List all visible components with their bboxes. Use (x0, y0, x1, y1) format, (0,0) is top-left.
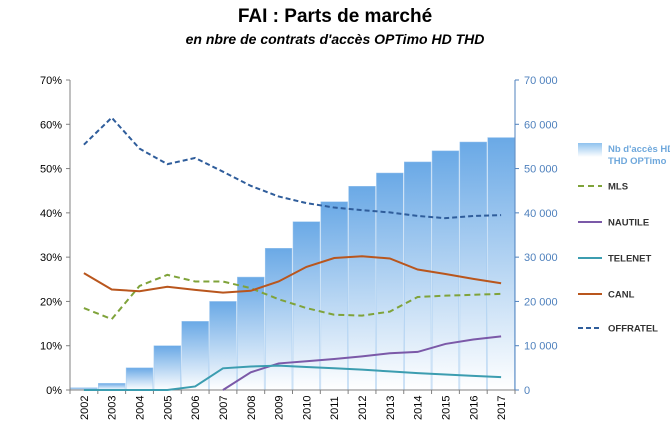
legend-label-nautile: NAUTILE (608, 218, 649, 229)
bar-2014 (404, 161, 432, 391)
x-tick-label: 2017 (496, 396, 508, 420)
x-tick-label: 2008 (246, 396, 258, 420)
right-tick-label: 60 000 (524, 119, 558, 131)
right-tick-label: 20 000 (524, 296, 558, 308)
legend-label-telenet: TELENET (608, 254, 651, 265)
bar-2013 (376, 172, 404, 391)
left-tick-label: 20% (40, 296, 62, 308)
legend-label-bars: Nb d'accès HD (608, 144, 670, 155)
right-tick-label: 70 000 (524, 75, 558, 87)
x-tick-label: 2007 (218, 396, 230, 420)
series-line-mls (83, 273, 502, 321)
x-tick-label: 2011 (329, 396, 341, 420)
bar-2016 (459, 141, 487, 391)
bar-2005 (153, 345, 181, 391)
legend-label-offratel: OFFRATEL (608, 324, 658, 335)
x-tick-label: 2014 (413, 396, 425, 420)
legend-label-bars: THD OPTimo (608, 156, 667, 167)
right-tick-label: 30 000 (524, 252, 558, 264)
bar-2008 (237, 276, 265, 391)
x-tick-label: 2012 (357, 396, 369, 420)
bar-2006 (181, 321, 209, 391)
left-tick-label: 60% (40, 119, 62, 131)
series-line-offratel (83, 116, 502, 220)
x-tick-label: 2016 (468, 396, 480, 420)
legend-label-canl: CANL (608, 290, 635, 301)
lines-layer (83, 116, 502, 391)
legend-label-mls: MLS (608, 182, 628, 193)
left-tick-label: 30% (40, 252, 62, 264)
chart-title: FAI : Parts de marché (237, 6, 433, 27)
left-tick-label: 10% (40, 341, 62, 353)
bar-2010 (292, 221, 321, 391)
bar-2015 (431, 150, 460, 391)
x-tick-label: 2013 (385, 396, 397, 420)
series-line-telenet (83, 364, 502, 391)
bars-layer (70, 137, 515, 391)
x-tick-label: 2015 (440, 396, 452, 420)
bar-2004 (125, 367, 154, 391)
x-tick-label: 2010 (301, 396, 313, 420)
bar-2011 (320, 201, 348, 391)
x-tick-label: 2005 (162, 396, 174, 420)
right-tick-label: 10 000 (524, 341, 558, 353)
right-tick-label: 40 000 (524, 208, 558, 220)
left-tick-label: 40% (40, 208, 62, 220)
bar-2017 (487, 137, 515, 391)
left-tick-label: 0% (46, 385, 62, 397)
left-tick-label: 70% (40, 75, 62, 87)
bar-2009 (264, 248, 293, 391)
bar-2012 (348, 186, 376, 391)
x-tick-label: 2004 (135, 396, 147, 420)
bar-2007 (209, 301, 237, 391)
x-tick-label: 2003 (107, 396, 119, 420)
right-tick-label: 50 000 (524, 164, 558, 176)
x-tick-label: 2006 (190, 396, 202, 420)
x-tick-label: 2009 (274, 396, 286, 420)
series-line-canl (83, 255, 502, 294)
legend-swatch-bars (578, 143, 602, 157)
x-tick-label: 2002 (79, 396, 91, 420)
chart-subtitle: en nbre de contrats d'accès OPTimo HD TH… (185, 31, 485, 47)
right-tick-label: 0 (524, 385, 530, 397)
left-tick-label: 50% (40, 164, 62, 176)
